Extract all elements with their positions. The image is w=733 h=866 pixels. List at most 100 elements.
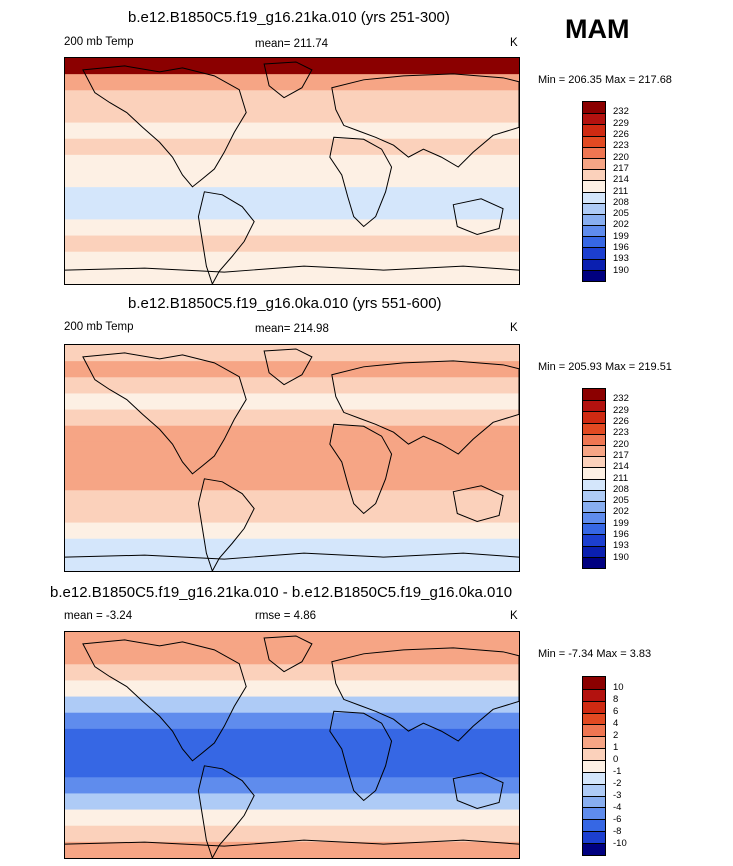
coastline bbox=[331, 647, 519, 742]
coastline bbox=[331, 73, 519, 168]
colorbar-swatch bbox=[583, 247, 605, 259]
coastline bbox=[82, 639, 247, 762]
colorbar-swatch bbox=[583, 225, 605, 237]
colorbar-swatch bbox=[583, 102, 605, 114]
colorbar-label: 211 bbox=[613, 472, 629, 484]
colorbar-label: 0 bbox=[613, 754, 619, 765]
colorbar-swatch bbox=[583, 724, 605, 737]
colorbar-swatch bbox=[583, 400, 605, 412]
colorbar-swatch bbox=[583, 760, 605, 772]
colorbar-swatch bbox=[583, 489, 605, 501]
colorbar-swatch bbox=[583, 771, 605, 784]
colorbar-label: 202 bbox=[613, 506, 629, 518]
colorbar bbox=[582, 676, 606, 856]
coastline bbox=[197, 765, 255, 858]
colorbar-swatch bbox=[583, 677, 605, 689]
contour-band bbox=[65, 74, 519, 91]
colorbar-swatch bbox=[583, 523, 605, 535]
colorbar-label: 8 bbox=[613, 694, 619, 705]
coastline bbox=[65, 265, 519, 273]
colorbar-swatch bbox=[583, 433, 605, 445]
coastline bbox=[197, 478, 255, 571]
colorbar-swatch bbox=[583, 795, 605, 808]
units-label: K bbox=[510, 37, 518, 49]
colorbar-label: 205 bbox=[613, 208, 629, 220]
coastline bbox=[263, 348, 313, 386]
contour-band bbox=[65, 712, 519, 730]
coastline bbox=[197, 191, 255, 284]
minmax-label: Min = 206.35 Max = 217.68 bbox=[538, 74, 672, 86]
contour-band bbox=[65, 680, 519, 698]
coastline bbox=[452, 198, 504, 235]
units-label: K bbox=[510, 322, 518, 334]
contour-band bbox=[65, 171, 519, 188]
colorbar-label: 202 bbox=[613, 219, 629, 231]
colorbar-label: -2 bbox=[613, 778, 622, 789]
contour-band bbox=[65, 648, 519, 665]
colorbar-label: 223 bbox=[613, 140, 629, 152]
contour-band bbox=[65, 538, 519, 556]
colorbar-swatch bbox=[583, 712, 605, 725]
colorbar-swatch bbox=[583, 124, 605, 136]
contour-band bbox=[65, 761, 519, 778]
contour-band bbox=[65, 106, 519, 124]
rmse-label: rmse = 4.86 bbox=[255, 610, 317, 622]
map-plot bbox=[64, 57, 520, 285]
map-plot bbox=[64, 631, 520, 859]
contour-band bbox=[65, 841, 519, 858]
contour-band bbox=[65, 554, 519, 571]
colorbar-label: 199 bbox=[613, 230, 629, 242]
contour-band bbox=[65, 664, 519, 681]
contour-band bbox=[65, 777, 519, 794]
contour-band bbox=[65, 793, 519, 811]
contour-band bbox=[65, 393, 519, 411]
colorbar-label: 220 bbox=[613, 438, 629, 450]
colorbar-label: 217 bbox=[613, 162, 629, 174]
colorbar-swatch bbox=[583, 191, 605, 203]
colorbar-label: -3 bbox=[613, 790, 622, 801]
contour-band bbox=[65, 474, 519, 491]
colorbar-label: 214 bbox=[613, 174, 629, 186]
map-field bbox=[65, 58, 519, 284]
contour-band bbox=[65, 490, 519, 507]
colorbar-label: 190 bbox=[613, 264, 629, 276]
colorbar-swatch bbox=[583, 512, 605, 524]
panel-title: b.e12.B1850C5.f19_g16.0ka.010 (yrs 551-6… bbox=[128, 295, 442, 312]
colorbar-swatch bbox=[583, 556, 605, 568]
colorbar-label: 10 bbox=[613, 682, 624, 693]
colorbar-label: 4 bbox=[613, 718, 619, 729]
mean-label: mean = -3.24 bbox=[64, 610, 133, 622]
colorbar-swatch bbox=[583, 545, 605, 557]
colorbar-label: -6 bbox=[613, 814, 622, 825]
contour-band bbox=[65, 187, 519, 204]
coastline bbox=[65, 839, 519, 847]
contour-band bbox=[65, 506, 519, 524]
colorbar-label: 208 bbox=[613, 196, 629, 208]
colorbar bbox=[582, 388, 606, 569]
coastline bbox=[329, 136, 393, 228]
contour-band bbox=[65, 809, 519, 827]
colorbar-swatch bbox=[583, 444, 605, 457]
contour-band bbox=[65, 90, 519, 107]
colorbar-swatch bbox=[583, 169, 605, 181]
colorbar-label: 217 bbox=[613, 449, 629, 461]
map-field bbox=[65, 632, 519, 858]
colorbar-swatch bbox=[583, 748, 605, 761]
colorbar-label: -8 bbox=[613, 826, 622, 837]
colorbar-label: 226 bbox=[613, 415, 629, 427]
colorbar-swatch bbox=[583, 236, 605, 248]
colorbar-label: 214 bbox=[613, 461, 629, 473]
contour-band bbox=[65, 825, 519, 843]
mean-label: mean= 214.98 bbox=[255, 323, 329, 335]
colorbar-label: 208 bbox=[613, 483, 629, 495]
season-label: MAM bbox=[565, 14, 630, 44]
colorbar-label: 6 bbox=[613, 706, 619, 717]
colorbar-swatch bbox=[583, 113, 605, 125]
colorbar-swatch bbox=[583, 700, 605, 713]
colorbar-label: 193 bbox=[613, 540, 629, 552]
colorbar-label: 229 bbox=[613, 404, 629, 416]
minmax-label: Min = 205.93 Max = 219.51 bbox=[538, 361, 672, 373]
coastline bbox=[82, 352, 247, 475]
contour-band bbox=[65, 361, 519, 378]
colorbar-swatch bbox=[583, 157, 605, 170]
